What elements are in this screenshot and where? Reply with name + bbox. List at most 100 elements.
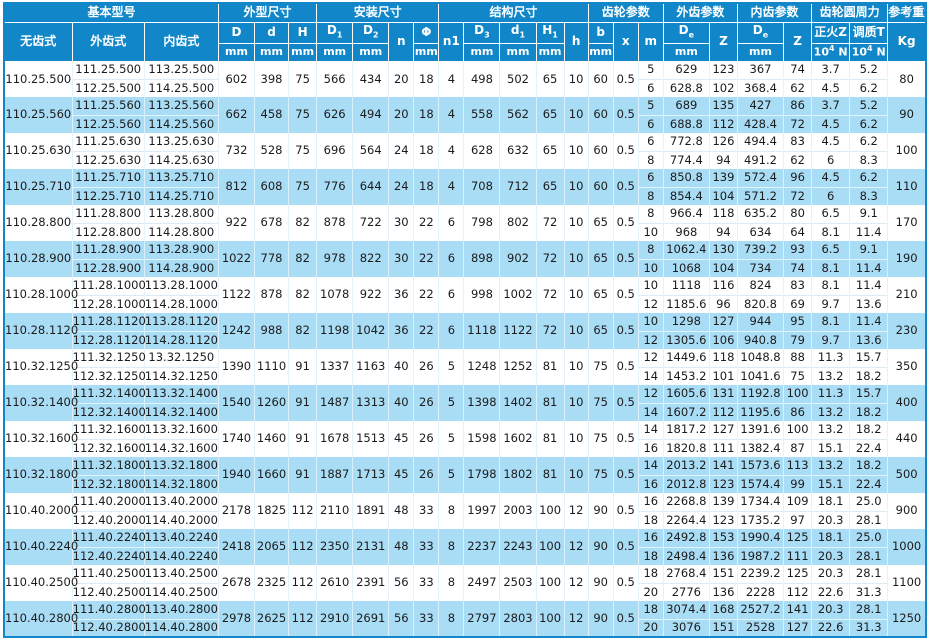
- model-toothless: 110.28.900: [3, 241, 73, 277]
- internal-gear-De: 1987.2: [736, 546, 785, 565]
- model-external-gear: 111.32.1800: [71, 457, 146, 475]
- spec-row: 112.32.1800 114.32.1800 16 2012.8 123 1574.4 9…: [4, 474, 926, 493]
- mount-D1: 1198: [316, 313, 354, 349]
- reference-weight: 170: [887, 205, 927, 241]
- force-normalized: 6.5: [811, 205, 851, 223]
- force-tempered: 15.7: [849, 385, 889, 403]
- gear-x: 0.5: [612, 493, 639, 529]
- mount-D1: 566: [316, 61, 354, 97]
- dim-d: 1460: [253, 421, 290, 457]
- col-header-De-internal: De: [736, 21, 785, 44]
- force-tempered: 5.2: [849, 61, 889, 79]
- external-gear-Z: 112: [708, 402, 738, 421]
- gear-x: 0.5: [612, 169, 639, 205]
- model-external-gear: 112.40.2240: [71, 546, 146, 565]
- reference-weight: 400: [887, 385, 927, 421]
- mount-D2: 1042: [352, 313, 390, 349]
- internal-gear-Z: 69: [783, 294, 813, 313]
- model-internal-gear: 114.28.900: [143, 258, 219, 277]
- model-external-gear: 112.25.500: [71, 78, 145, 97]
- model-external-gear: 112.25.710: [71, 186, 145, 205]
- external-gear-Z: 127: [708, 421, 738, 439]
- model-internal-gear: 113.40.2240: [143, 529, 219, 547]
- force-normalized: 3.7: [811, 61, 851, 79]
- external-gear-Z: 118: [708, 205, 738, 223]
- internal-gear-De: 1573.6: [736, 457, 785, 475]
- unit-mm-phi: mm: [413, 42, 440, 62]
- gear-m: 18: [637, 546, 664, 565]
- dim-H: 91: [288, 457, 318, 493]
- model-toothless: 110.40.2500: [3, 565, 78, 601]
- internal-gear-De: 428.4: [736, 114, 785, 133]
- external-gear-De: 966.4: [662, 205, 710, 223]
- internal-gear-Z: 127: [783, 618, 813, 637]
- gear-x: 0.5: [612, 313, 639, 349]
- spec-row: 112.25.630 114.25.630 8 774.4 94 491.2 62 6 8.3: [4, 150, 926, 169]
- force-normalized: 4.5: [811, 78, 851, 97]
- gear-b: 60: [587, 61, 614, 97]
- force-normalized: 8.1: [811, 258, 851, 277]
- gear-m: 10: [637, 277, 664, 295]
- mount-D1: 1678: [316, 421, 354, 457]
- force-tempered: 6.2: [849, 78, 889, 97]
- external-gear-Z: 126: [708, 133, 738, 151]
- gear-b: 60: [587, 169, 614, 205]
- model-toothless: 110.28.1000: [3, 277, 78, 313]
- col-header-H: H: [288, 21, 318, 44]
- struct-n1: 6: [438, 313, 465, 349]
- reference-weight: 350: [887, 349, 927, 385]
- dim-H: 82: [288, 241, 318, 277]
- model-external-gear: 112.28.800: [71, 222, 145, 241]
- dim-d: 778: [253, 241, 290, 277]
- internal-gear-Z: 109: [783, 493, 813, 511]
- struct-d1: 802: [499, 205, 537, 241]
- model-internal-gear: 114.25.500: [143, 78, 219, 97]
- external-gear-Z: 151: [708, 565, 738, 583]
- struct-h: 10: [563, 133, 589, 169]
- dim-D: 1242: [217, 313, 255, 349]
- internal-gear-De: 1382.4: [736, 438, 785, 457]
- mount-D2: 2131: [352, 529, 390, 565]
- gear-x: 0.5: [612, 385, 639, 421]
- internal-gear-Z: 100: [783, 385, 813, 403]
- mount-n: 24: [388, 133, 415, 169]
- reference-weight: 1250: [887, 601, 927, 637]
- external-gear-Z: 123: [708, 510, 738, 529]
- model-internal-gear: 114.28.1000: [143, 294, 219, 313]
- model-internal-gear: 113.28.800: [143, 205, 219, 223]
- mount-phi: 26: [413, 457, 440, 493]
- external-gear-De: 2268.8: [662, 493, 710, 511]
- mount-phi: 33: [413, 493, 440, 529]
- spec-row: 112.40.2800 114.40.2800 20 3076 151 2528 127 22…: [4, 618, 926, 637]
- external-gear-Z: 118: [708, 349, 738, 367]
- force-tempered: 31.3: [849, 618, 889, 637]
- group-header-row: 基本型号 外型尺寸 安装尺寸 结构尺寸 齿轮参数 外齿参数 内齿参数 齿轮圆周力…: [3, 2, 927, 23]
- struct-H1: 81: [535, 457, 565, 493]
- internal-gear-Z: 83: [783, 277, 813, 295]
- external-gear-De: 774.4: [662, 150, 710, 169]
- internal-gear-Z: 88: [783, 349, 813, 367]
- model-external-gear: 111.32.1250: [71, 349, 146, 367]
- model-toothless: 110.28.1120: [3, 313, 78, 349]
- mount-n: 20: [388, 97, 415, 133]
- model-toothless: 110.32.1600: [3, 421, 78, 457]
- reference-weight: 230: [887, 313, 927, 349]
- internal-gear-Z: 72: [783, 114, 813, 133]
- model-toothless: 110.25.560: [3, 97, 73, 133]
- internal-gear-De: 1990.4: [736, 529, 785, 547]
- external-gear-Z: 94: [708, 222, 738, 241]
- external-gear-De: 1817.2: [662, 421, 710, 439]
- mount-phi: 26: [413, 421, 440, 457]
- group-header-structure-dimensions: 结构尺寸: [438, 2, 589, 23]
- external-gear-De: 2013.2: [662, 457, 710, 475]
- gear-m: 16: [637, 529, 664, 547]
- external-gear-De: 1607.2: [662, 402, 710, 421]
- gear-m: 10: [637, 313, 664, 331]
- col-header-D2: D2: [352, 21, 390, 44]
- model-internal-gear: 113.32.1600: [143, 421, 219, 439]
- gear-m: 6: [637, 169, 664, 187]
- force-normalized: 8.1: [811, 222, 851, 241]
- internal-gear-Z: 72: [783, 186, 813, 205]
- force-tempered: 13.6: [849, 330, 889, 349]
- internal-gear-Z: 74: [783, 258, 813, 277]
